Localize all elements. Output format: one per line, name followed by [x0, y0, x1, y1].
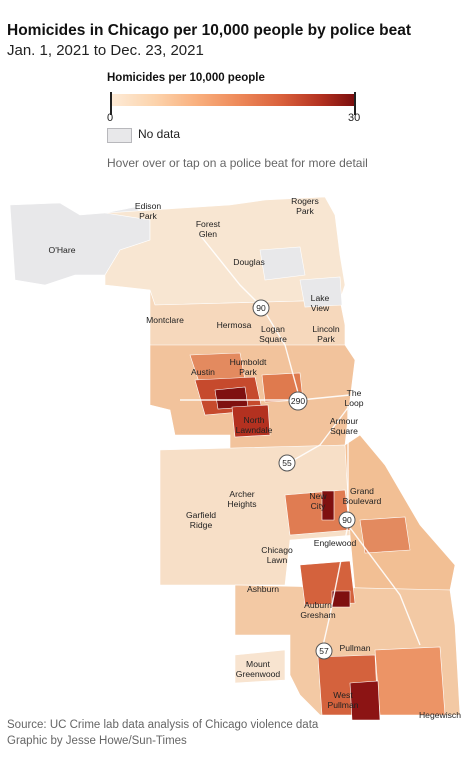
neighborhood-label: Garfield Ridge [186, 510, 216, 530]
neighborhood-label: Lake View [311, 293, 330, 313]
neighborhood-label: Hermosa [217, 320, 252, 330]
credit-line: Graphic by Jesse Howe/Sun-Times [7, 735, 187, 747]
legend-max-label: 30 [348, 112, 361, 124]
legend-nodata-swatch [107, 128, 132, 143]
neighborhood-label: O'Hare [49, 245, 76, 255]
neighborhood-label: Grand Boulevard [343, 486, 382, 506]
neighborhood-label: Douglas [233, 257, 265, 267]
highway-shield-57 [315, 642, 333, 660]
neighborhood-label: Humboldt Park [230, 357, 267, 377]
source-line: Source: UC Crime lab data analysis of Ch… [7, 719, 319, 731]
chicago-beat-map[interactable]: 90 290 55 90 57 Edison Park Rogers Park Fore… [0, 195, 474, 720]
neighborhood-label: West Pullman [327, 690, 358, 710]
highway-label: 90 [342, 515, 352, 525]
interaction-hint: Hover over or tap on a police beat for m… [107, 156, 368, 170]
neighborhood-label: Hegewisch [419, 710, 461, 720]
neighborhood-label: Lincoln Park [312, 324, 339, 344]
legend-color-ramp [111, 94, 355, 106]
legend-nodata-label: No data [138, 127, 181, 141]
highway-shield-90-south [338, 511, 356, 529]
legend-tick-max [354, 92, 356, 115]
neighborhood-label: Auburn Gresham [300, 600, 335, 620]
highway-label: 290 [291, 396, 305, 406]
source-note: Source: UC Crime lab data analysis of Ch… [7, 717, 318, 749]
highway-label: 55 [282, 458, 292, 468]
neighborhood-label: The Loop [344, 388, 363, 408]
neighborhood-labels: Edison Park Rogers Park Forest Glen O'Hare Doug… [49, 196, 462, 720]
highway-shield-55 [278, 454, 296, 472]
highway-label: 57 [319, 646, 329, 656]
neighborhood-label: Ashburn [247, 584, 279, 594]
city-outline [9, 196, 461, 716]
neighborhood-label: Armour Square [330, 416, 358, 436]
highway-label: 90 [256, 303, 266, 313]
neighborhood-label: Englewood [314, 538, 357, 548]
highway-shield-290 [288, 391, 308, 411]
neighborhood-label: Forest Glen [196, 219, 221, 239]
neighborhood-label: Edison Park [135, 201, 161, 221]
legend-tick-min [110, 92, 112, 115]
neighborhood-label: Archer Heights [227, 489, 256, 509]
neighborhood-label: Montclare [146, 315, 184, 325]
neighborhood-label: North Lawndale [236, 415, 273, 435]
neighborhood-label: Chicago Lawn [261, 545, 293, 565]
neighborhood-label: Pullman [339, 643, 370, 653]
highway-shields: 90 290 55 90 57 [252, 299, 356, 660]
neighborhood-label: New City [309, 491, 327, 511]
legend-title: Homicides per 10,000 people [107, 72, 265, 84]
highway-shield-90-north [252, 299, 270, 317]
neighborhood-label: Logan Square [259, 324, 287, 344]
neighborhood-label: Mount Greenwood [236, 659, 281, 679]
legend-min-label: 0 [107, 112, 114, 124]
chart-subtitle: Jan. 1, 2021 to Dec. 23, 2021 [7, 42, 204, 59]
chart-title: Homicides in Chicago per 10,000 people b… [7, 22, 411, 39]
neighborhood-label: Austin [191, 367, 215, 377]
neighborhood-label: Rogers Park [291, 196, 319, 216]
